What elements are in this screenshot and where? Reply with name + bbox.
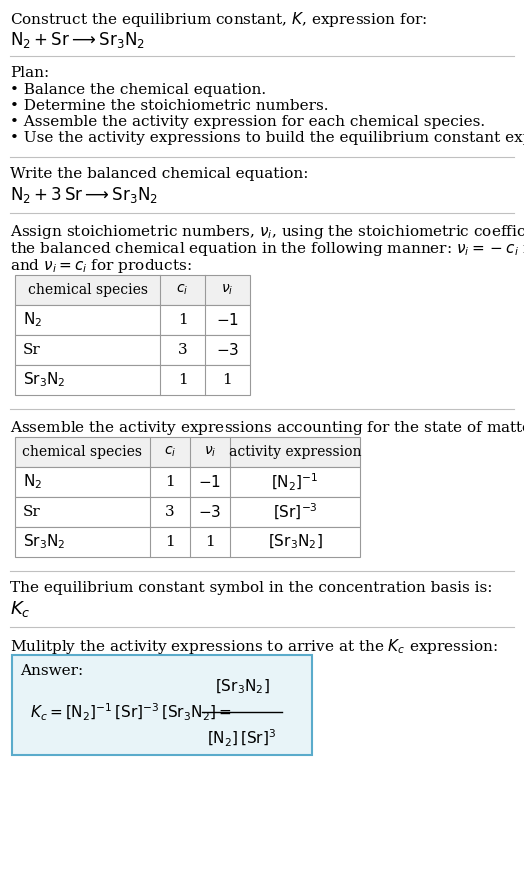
Text: 1: 1 [205,535,215,549]
Text: • Assemble the activity expression for each chemical species.: • Assemble the activity expression for e… [10,115,485,129]
Text: $[\mathrm{Sr_3N_2}]$: $[\mathrm{Sr_3N_2}]$ [215,677,269,696]
Text: $\mathrm{Sr_3N_2}$: $\mathrm{Sr_3N_2}$ [23,533,66,552]
Bar [15,365,250,395]
Text: The equilibrium constant symbol in the concentration basis is:: The equilibrium constant symbol in the c… [10,581,493,595]
Text: $-3$: $-3$ [199,504,222,520]
Text: • Determine the stoichiometric numbers.: • Determine the stoichiometric numbers. [10,99,329,113]
Text: $K_c$: $K_c$ [10,599,30,619]
Text: $[\mathrm{N_2}]^{-1}$: $[\mathrm{N_2}]^{-1}$ [271,471,319,493]
Text: 3: 3 [178,343,187,357]
Bar [15,275,250,305]
Bar [15,497,360,527]
Text: 1: 1 [165,535,175,549]
Text: 1: 1 [178,313,188,327]
Text: $\mathrm{Sr_3N_2}$: $\mathrm{Sr_3N_2}$ [23,371,66,389]
Text: 1: 1 [178,373,188,387]
Bar [15,305,250,335]
Text: $c_i$: $c_i$ [164,445,176,459]
Text: 3: 3 [165,505,175,519]
Text: and $\nu_i = c_i$ for products:: and $\nu_i = c_i$ for products: [10,257,192,275]
Text: activity expression: activity expression [229,445,361,459]
Text: $[\mathrm{N_2}]\,[\mathrm{Sr}]^3$: $[\mathrm{N_2}]\,[\mathrm{Sr}]^3$ [208,728,277,749]
Text: • Use the activity expressions to build the equilibrium constant expression.: • Use the activity expressions to build … [10,131,524,145]
Text: $\nu_i$: $\nu_i$ [221,282,234,298]
Text: • Balance the chemical equation.: • Balance the chemical equation. [10,83,266,97]
Text: $[\mathrm{Sr}]^{-3}$: $[\mathrm{Sr}]^{-3}$ [272,502,318,522]
Bar [15,527,360,557]
Text: Plan:: Plan: [10,66,49,80]
Text: $\mathrm{N_2 + 3\,Sr \longrightarrow Sr_3N_2}$: $\mathrm{N_2 + 3\,Sr \longrightarrow Sr_… [10,185,158,205]
Text: the balanced chemical equation in the following manner: $\nu_i = -c_i$ for react: the balanced chemical equation in the fo… [10,240,524,258]
Bar [15,467,360,497]
Text: $[\mathrm{Sr_3N_2}]$: $[\mathrm{Sr_3N_2}]$ [268,533,322,552]
FancyBboxPatch shape [12,655,312,755]
Text: 1: 1 [165,475,175,489]
Text: $\mathrm{N_2 + Sr \longrightarrow Sr_3N_2}$: $\mathrm{N_2 + Sr \longrightarrow Sr_3N_… [10,30,145,50]
Bar [15,437,360,467]
Text: Sr: Sr [23,343,41,357]
Text: Assemble the activity expressions accounting for the state of matter and $\nu_i$: Assemble the activity expressions accoun… [10,419,524,437]
Text: $-1$: $-1$ [199,474,222,490]
Text: Assign stoichiometric numbers, $\nu_i$, using the stoichiometric coefficients, $: Assign stoichiometric numbers, $\nu_i$, … [10,223,524,241]
Text: Construct the equilibrium constant, $K$, expression for:: Construct the equilibrium constant, $K$,… [10,10,427,29]
Text: $-3$: $-3$ [216,342,239,358]
Text: $\mathrm{N_2}$: $\mathrm{N_2}$ [23,311,42,330]
Text: Sr: Sr [23,505,41,519]
Text: chemical species: chemical species [27,283,147,297]
Text: Write the balanced chemical equation:: Write the balanced chemical equation: [10,167,309,181]
Text: 1: 1 [223,373,232,387]
Text: $-1$: $-1$ [216,312,239,328]
Text: Answer:: Answer: [20,664,83,678]
Text: $c_i$: $c_i$ [177,282,189,298]
Text: $K_c = [\mathrm{N_2}]^{-1}\,[\mathrm{Sr}]^{-3}\,[\mathrm{Sr_3N_2}] = $: $K_c = [\mathrm{N_2}]^{-1}\,[\mathrm{Sr}… [30,701,232,723]
Text: chemical species: chemical species [23,445,143,459]
Text: $\mathrm{N_2}$: $\mathrm{N_2}$ [23,472,42,491]
Text: $\nu_i$: $\nu_i$ [204,445,216,459]
Bar [15,335,250,365]
Text: Mulitply the activity expressions to arrive at the $K_c$ expression:: Mulitply the activity expressions to arr… [10,637,498,656]
